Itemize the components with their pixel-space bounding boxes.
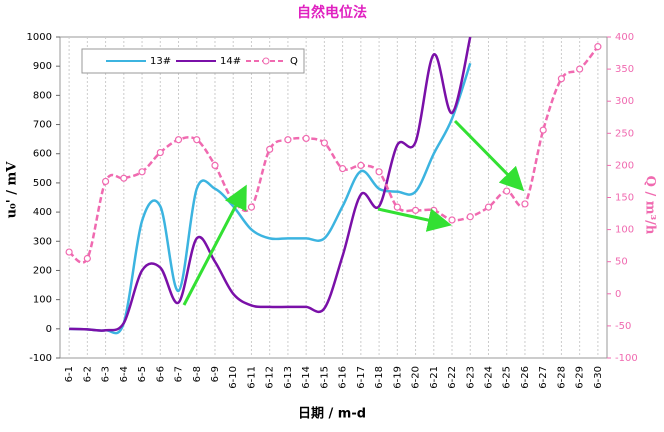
x-tick-label: 6-12	[265, 366, 276, 389]
point	[576, 65, 584, 73]
point	[284, 136, 292, 144]
point	[120, 174, 128, 182]
x-tick-label: 6-26	[520, 366, 531, 389]
x-tick-label: 6-29	[575, 366, 586, 389]
y2-tick-label: -100	[615, 353, 638, 364]
y-tick-label: 500	[33, 178, 52, 189]
y2-tick-label: 250	[615, 128, 634, 139]
annotation-arrows	[182, 119, 525, 306]
x-tick-label: 6-28	[556, 366, 567, 389]
x-axis-label: 日期 / m-d	[298, 407, 366, 422]
x-tick-label: 6-3	[101, 366, 112, 382]
point	[594, 43, 602, 51]
x-tick-label: 6-27	[538, 366, 549, 389]
x-tick-label: 6-21	[429, 366, 440, 389]
x-tick-label: 6-14	[301, 366, 312, 389]
y-tick-label: 300	[33, 236, 52, 247]
y2-tick-label: -50	[615, 321, 631, 332]
y2-tick-label: 300	[615, 96, 634, 107]
x-tick-label: 6-6	[155, 366, 166, 382]
x-tick-label: 6-10	[228, 366, 239, 389]
y-axis-label: u₀' / mV	[5, 161, 20, 219]
point	[138, 168, 146, 176]
y2-tick-label: 100	[615, 225, 634, 236]
point	[503, 187, 511, 195]
legend-label: 14#	[220, 56, 241, 67]
point	[357, 161, 365, 169]
point	[83, 254, 91, 263]
point	[557, 75, 566, 83]
legend-label: Q	[290, 56, 298, 67]
x-tick-label: 6-18	[374, 366, 385, 389]
point	[65, 248, 73, 256]
y-tick-label: 200	[33, 265, 52, 276]
y2-tick-label: 50	[615, 257, 628, 268]
point	[320, 139, 328, 147]
y2-tick-label: 400	[615, 32, 634, 43]
y-tick-label: 700	[33, 120, 52, 131]
x-tick-label: 6-1	[64, 366, 75, 382]
x-tick-label: 6-8	[192, 366, 203, 382]
y-tick-label: 0	[46, 324, 52, 335]
x-tick-label: 6-24	[483, 366, 494, 389]
point	[521, 200, 529, 208]
point	[484, 203, 493, 211]
x-tick-label: 6-22	[447, 366, 458, 389]
y2-tick-label: 0	[615, 289, 621, 300]
y2-tick-label: 150	[615, 193, 634, 204]
point	[339, 165, 347, 173]
y2-tick-label: 200	[615, 160, 634, 171]
point	[193, 136, 201, 144]
x-tick-label: 6-9	[210, 366, 221, 382]
x-tick-label: 6-5	[137, 366, 148, 382]
point	[266, 145, 274, 153]
chart-title: 自然电位法	[297, 4, 367, 21]
point	[448, 216, 456, 224]
y-tick-label: 900	[33, 61, 52, 72]
point	[211, 161, 219, 169]
legend-marker	[262, 57, 270, 65]
x-tick-label: 6-30	[593, 366, 604, 389]
y-tick-label: 1000	[27, 32, 52, 43]
y-tick-label: 400	[33, 207, 52, 218]
point	[229, 197, 237, 205]
x-tick-label: 6-15	[319, 366, 330, 389]
arrow	[453, 119, 525, 192]
x-tick-label: 6-25	[502, 366, 513, 389]
x-tick-label: 6-19	[392, 366, 403, 389]
x-tick-label: 6-17	[356, 366, 367, 389]
x-tick-label: 6-16	[338, 366, 349, 389]
y-tick-label: 600	[33, 149, 52, 160]
point	[375, 168, 383, 176]
x-tick-label: 6-23	[465, 366, 476, 389]
y-tick-label: -100	[29, 353, 52, 364]
x-tick-label: 6-13	[283, 366, 294, 389]
x-tick-label: 6-7	[174, 366, 185, 382]
y-tick-label: 100	[33, 295, 52, 306]
y2-axis-label: Q / m³/h	[643, 176, 658, 235]
point	[539, 126, 547, 134]
y-tick-label: 800	[33, 90, 52, 101]
x-tick-label: 6-2	[82, 366, 93, 382]
series-line	[68, 45, 599, 264]
x-tick-label: 6-11	[246, 366, 257, 389]
point	[156, 148, 164, 157]
x-tick-label: 6-20	[411, 366, 422, 389]
point	[466, 213, 474, 221]
point	[430, 206, 438, 214]
arrow	[377, 207, 452, 232]
point	[393, 203, 401, 211]
point	[247, 203, 256, 211]
point	[101, 177, 110, 186]
arrow	[182, 184, 247, 306]
y2-tick-label: 350	[615, 64, 634, 75]
legend-label: 13#	[150, 56, 171, 67]
series-line	[69, 37, 472, 332]
point	[302, 134, 310, 143]
x-tick-label: 6-4	[119, 366, 130, 382]
point	[174, 136, 183, 144]
point	[411, 206, 420, 214]
series-line	[69, 62, 472, 335]
